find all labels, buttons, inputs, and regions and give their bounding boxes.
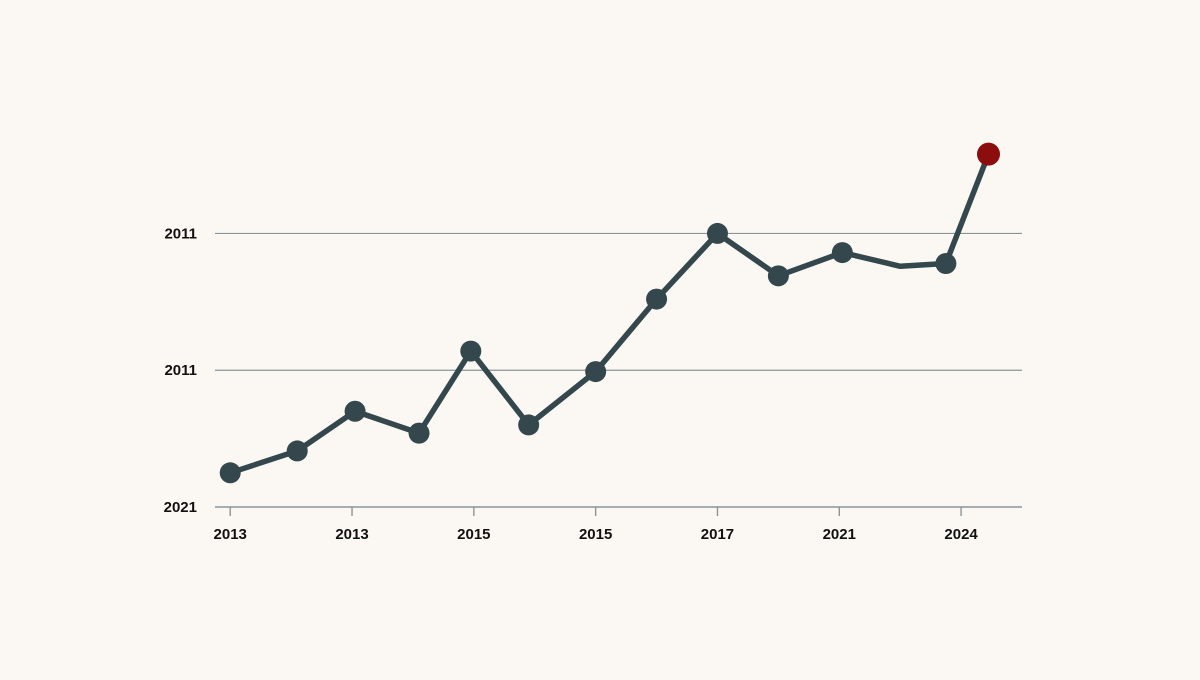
data-point	[585, 361, 607, 383]
data-point	[646, 288, 668, 310]
data-point	[344, 400, 366, 422]
data-point	[460, 340, 482, 362]
data-point	[408, 422, 430, 444]
x-tick-label: 2013	[335, 526, 368, 543]
data-point	[935, 253, 957, 275]
gridlines	[215, 232, 1022, 371]
x-tick-label: 2024	[944, 526, 978, 543]
series-line	[227, 151, 992, 476]
data-point	[831, 242, 853, 264]
y-tick-label: 2021	[164, 499, 197, 516]
highlight-point	[977, 142, 1001, 166]
x-tick-label: 2017	[701, 526, 734, 543]
x-tick-label: 2021	[823, 526, 856, 543]
series-lines	[227, 151, 992, 476]
data-point	[286, 440, 308, 462]
x-tick-label: 2015	[457, 526, 490, 543]
x-tick-label: 2013	[214, 526, 247, 543]
data-point	[706, 222, 728, 244]
series-points	[219, 142, 1001, 484]
y-tick-label: 2011	[164, 362, 197, 379]
x-tick-label: 2015	[579, 526, 612, 543]
axes	[215, 506, 1022, 516]
tick-labels: 2013 2013 2015 2015 2017 2021 2024 2021 2011 2011	[164, 225, 979, 543]
data-point	[219, 462, 241, 484]
data-point	[518, 414, 540, 436]
y-tick-label: 2011	[164, 225, 197, 242]
data-point	[767, 265, 789, 287]
